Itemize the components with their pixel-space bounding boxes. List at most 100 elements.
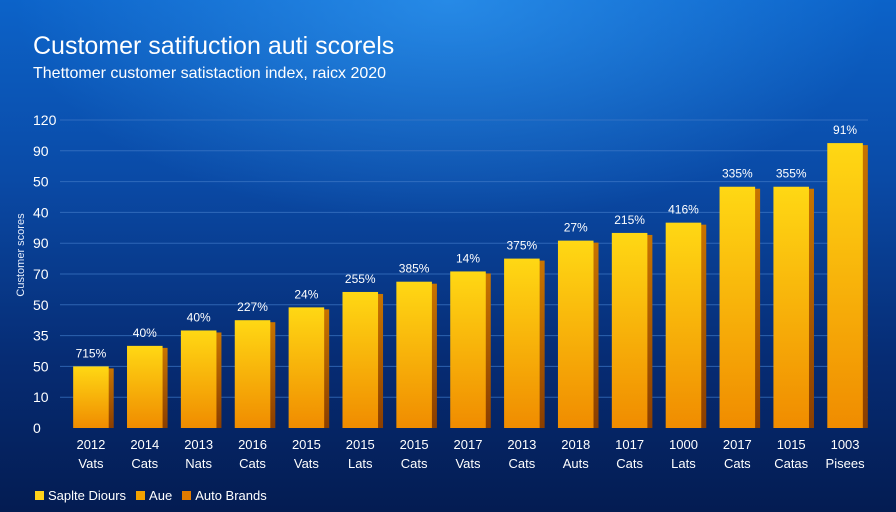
x-tick-sublabel: Vats xyxy=(78,456,104,471)
bar-side xyxy=(700,224,707,428)
y-tick-label: 40 xyxy=(33,204,49,220)
x-tick-label: 2015 xyxy=(346,437,375,452)
x-tick-sublabel: Lats xyxy=(671,456,696,471)
x-tick-label: 1003 xyxy=(831,437,860,452)
data-label: 91% xyxy=(833,123,857,137)
bar xyxy=(719,186,756,428)
bar-side xyxy=(269,322,276,428)
legend: Saplte Diours Aue Auto Brands xyxy=(35,488,267,503)
bar-side xyxy=(484,273,491,428)
y-tick-label: 70 xyxy=(33,266,49,282)
bar xyxy=(504,258,540,428)
data-label: 27% xyxy=(564,221,588,235)
bar xyxy=(127,345,163,428)
bar xyxy=(611,232,648,428)
x-tick-sublabel: Cats xyxy=(131,456,158,471)
data-label: 385% xyxy=(399,262,430,276)
legend-item-3: Auto Brands xyxy=(182,488,267,503)
bar-side xyxy=(377,293,384,428)
x-tick-sublabel: Cats xyxy=(616,456,643,471)
bar xyxy=(342,291,379,428)
legend-label-1: Saplte Diours xyxy=(48,488,127,503)
bar xyxy=(773,186,809,428)
y-tick-label: 90 xyxy=(33,235,49,251)
y-tick-label: 50 xyxy=(33,297,49,313)
bar xyxy=(73,366,109,428)
legend-swatch-2 xyxy=(136,491,146,500)
chart-title: Customer satifuction auti scorels xyxy=(33,32,395,60)
legend-swatch-3 xyxy=(182,491,192,500)
x-tick-sublabel: Cats xyxy=(401,456,428,471)
x-tick-sublabel: Cats xyxy=(724,456,751,471)
x-tick-sublabel: Cats xyxy=(508,456,535,471)
y-tick-label: 35 xyxy=(33,328,49,344)
bar-side xyxy=(215,332,222,428)
x-tick-label: 2017 xyxy=(454,437,483,452)
bar xyxy=(180,330,217,428)
bar-side xyxy=(161,347,168,428)
x-tick-sublabel: Lats xyxy=(348,456,373,471)
bar-side xyxy=(107,368,114,428)
bar xyxy=(234,320,271,428)
chart-subtitle: Thettomer customer satistaction index, r… xyxy=(33,65,387,82)
x-tick-sublabel: Cats xyxy=(239,456,266,471)
x-tick-sublabel: Vats xyxy=(455,456,481,471)
bar-side xyxy=(538,260,545,428)
x-tick-label: 2013 xyxy=(507,437,536,452)
y-tick-label: 120 xyxy=(33,112,57,128)
data-label: 40% xyxy=(133,326,157,340)
data-label: 355% xyxy=(776,167,807,181)
legend-swatch-1 xyxy=(35,491,44,500)
bar xyxy=(827,143,863,428)
y-tick-label: 50 xyxy=(33,358,49,374)
data-label: 14% xyxy=(456,251,480,265)
x-tick-label: 2017 xyxy=(723,437,752,452)
bars xyxy=(73,143,868,428)
data-label: 40% xyxy=(187,310,211,324)
y-tick-label: 90 xyxy=(33,143,49,159)
data-labels: 715% 40% 40% 227% 24% 255% 385% 14% 375% 27% 215% 4… xyxy=(76,123,858,360)
data-label: 24% xyxy=(294,287,318,301)
x-tick-label: 1015 xyxy=(777,437,806,452)
legend-label-2: Aue xyxy=(149,488,173,503)
data-label: 375% xyxy=(507,239,538,253)
x-tick-label: 2018 xyxy=(561,437,590,452)
bar-side xyxy=(754,188,761,428)
x-tick-label: 1017 xyxy=(615,437,644,452)
bar-side xyxy=(430,283,437,428)
y-tick-label: 0 xyxy=(33,420,41,436)
x-tick-sublabel: Catas xyxy=(774,456,808,471)
data-label: 255% xyxy=(345,272,376,286)
x-tick-label: 2014 xyxy=(130,437,159,452)
data-label: 416% xyxy=(668,203,699,217)
y-tick-label: 10 xyxy=(33,389,49,405)
data-label: 715% xyxy=(76,346,107,360)
y-axis-ticks: 0 10 50 35 50 70 90 40 50 90 120 xyxy=(33,112,57,436)
x-tick-sublabel: Nats xyxy=(185,456,212,471)
bar-side xyxy=(592,242,599,428)
x-tick-label: 2013 xyxy=(184,437,213,452)
x-tick-sublabel: Auts xyxy=(563,456,590,471)
x-tick-label: 2016 xyxy=(238,437,267,452)
x-axis-ticks: 2012 Vats 2014 Cats 2013 Nats 2016 Cats 2015 Vats… xyxy=(76,437,865,471)
x-tick-label: 2015 xyxy=(400,437,429,452)
x-tick-label: 2012 xyxy=(76,437,105,452)
bar xyxy=(288,307,325,428)
legend-item-1: Saplte Diours xyxy=(35,488,126,503)
data-label: 227% xyxy=(237,300,268,314)
bar-side xyxy=(861,145,868,428)
y-tick-label: 50 xyxy=(33,174,49,190)
data-label: 335% xyxy=(722,167,753,181)
legend-label-3: Auto Brands xyxy=(195,488,267,503)
legend-item-2: Aue xyxy=(136,488,172,503)
data-label: 215% xyxy=(614,213,645,227)
bar xyxy=(396,281,432,428)
x-tick-label: 1000 xyxy=(669,437,698,452)
x-tick-sublabel: Pisees xyxy=(826,456,866,471)
bar xyxy=(665,222,702,428)
x-tick-label: 2015 xyxy=(292,437,321,452)
bar xyxy=(450,271,486,428)
bar xyxy=(557,240,594,428)
